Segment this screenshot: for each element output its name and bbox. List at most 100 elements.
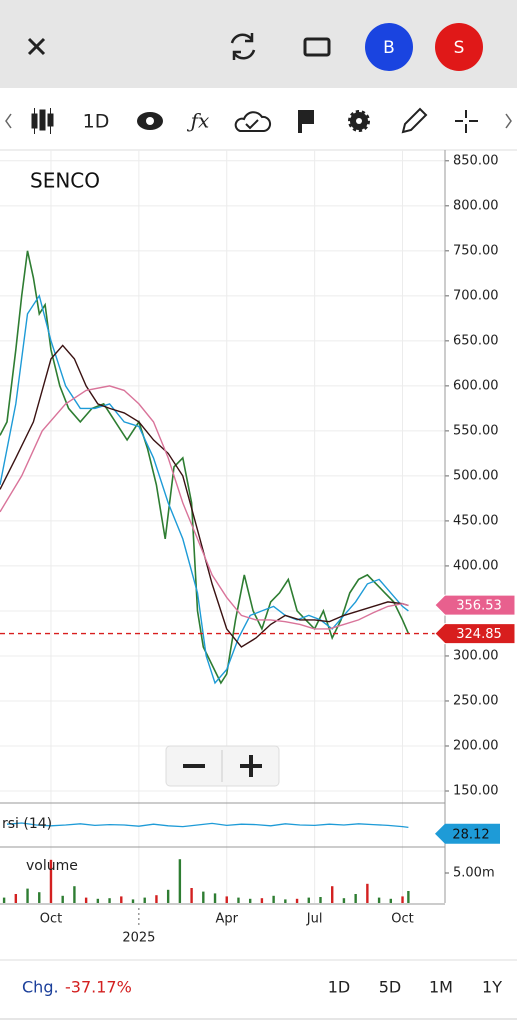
price-tag bbox=[434, 623, 516, 645]
x-tick-label: Apr bbox=[215, 912, 238, 927]
volume-label: volume bbox=[26, 858, 78, 874]
x-tick-label: Oct bbox=[391, 912, 413, 927]
s-label: S bbox=[454, 38, 465, 58]
x-tick-label: Jul bbox=[306, 912, 323, 927]
close-icon[interactable] bbox=[27, 37, 46, 56]
y-tick-label: 450.00 bbox=[453, 513, 499, 528]
volume-bar bbox=[108, 898, 111, 903]
volume-bar bbox=[120, 896, 123, 903]
volume-bar bbox=[319, 897, 322, 903]
y-tick-label: 600.00 bbox=[453, 378, 499, 393]
volume-bar bbox=[307, 897, 310, 903]
y-tick-label: 250.00 bbox=[453, 693, 499, 708]
rsi-tag bbox=[435, 823, 500, 844]
moving-average bbox=[0, 294, 409, 685]
top-bar bbox=[0, 0, 517, 88]
volume-bar bbox=[272, 895, 275, 903]
volume-bar bbox=[407, 891, 410, 903]
y-tick-label: 400.00 bbox=[453, 558, 499, 573]
volume-bar bbox=[73, 886, 76, 903]
volume-bar bbox=[155, 895, 158, 903]
volume-bar bbox=[213, 893, 217, 903]
volume-bar bbox=[96, 898, 100, 903]
volume-bar bbox=[225, 896, 228, 903]
y-tick-label: 550.00 bbox=[453, 423, 499, 438]
volume-bar bbox=[295, 898, 299, 903]
fx-icon[interactable]: ƒx bbox=[187, 109, 210, 133]
zoom-in[interactable] bbox=[240, 755, 262, 777]
volume-bar bbox=[49, 859, 53, 903]
volume-bar bbox=[377, 897, 381, 903]
volume-bar bbox=[190, 888, 193, 903]
volume-bar bbox=[389, 898, 393, 903]
scroll-right[interactable] bbox=[505, 113, 512, 129]
eye-icon[interactable] bbox=[137, 112, 163, 130]
volume-bar bbox=[248, 898, 252, 903]
volume-bar bbox=[131, 899, 135, 903]
volume-bar bbox=[260, 898, 264, 903]
volume-bar bbox=[202, 891, 205, 903]
volume-bar bbox=[84, 897, 88, 903]
price-tag-label: 324.85 bbox=[456, 627, 502, 642]
volume-bar bbox=[38, 892, 41, 903]
volume-tick-label: 5.00m bbox=[453, 866, 495, 881]
settings-icon[interactable] bbox=[348, 110, 370, 132]
rsi-tag-label: 28.12 bbox=[452, 827, 489, 842]
volume-bar bbox=[331, 886, 334, 903]
zoom-control bbox=[165, 745, 280, 787]
range-button[interactable]: 1D bbox=[328, 978, 351, 997]
volume-bar bbox=[366, 883, 369, 903]
y-tick-label: 300.00 bbox=[453, 648, 499, 663]
y-tick-label: 650.00 bbox=[453, 333, 499, 348]
price-tag bbox=[434, 594, 516, 616]
volume-bar bbox=[401, 896, 404, 903]
volume-bar bbox=[284, 899, 287, 903]
y-tick-label: 750.00 bbox=[453, 243, 499, 258]
pencil-icon[interactable] bbox=[401, 107, 428, 134]
window-icon[interactable] bbox=[303, 37, 331, 57]
volume-bar bbox=[354, 894, 357, 903]
y-tick-label: 500.00 bbox=[453, 468, 499, 483]
zoom-out[interactable] bbox=[183, 764, 205, 768]
range-button[interactable]: 1Y bbox=[482, 978, 502, 997]
price-tag-label: 356.53 bbox=[456, 599, 502, 614]
price-line bbox=[0, 250, 410, 685]
volume-bar bbox=[166, 889, 170, 903]
s-button[interactable] bbox=[435, 23, 483, 71]
range-button[interactable]: 5D bbox=[379, 978, 402, 997]
y-tick-label: 150.00 bbox=[453, 783, 499, 798]
interval-button[interactable]: 1D bbox=[83, 111, 110, 133]
change-label: Chg. bbox=[22, 978, 59, 997]
volume-bar bbox=[61, 895, 64, 903]
volume-bar bbox=[143, 897, 146, 903]
rsi-label: rsi (14) bbox=[2, 816, 52, 832]
b-button[interactable] bbox=[365, 23, 413, 71]
y-tick-label: 850.00 bbox=[453, 153, 499, 168]
rsi-line bbox=[6, 822, 409, 829]
chart-title: SENCO bbox=[30, 169, 100, 193]
b-label: B bbox=[383, 38, 395, 58]
volume-bar bbox=[178, 859, 182, 903]
y-tick-label: 700.00 bbox=[453, 288, 499, 303]
volume-bar bbox=[237, 897, 240, 903]
change-value: -37.17% bbox=[65, 978, 132, 997]
volume-bar bbox=[14, 894, 18, 903]
chart: Oct 2025 Apr Jul Oct 850.00 800.00 750.00 700.00… bbox=[0, 150, 516, 946]
volume-bar bbox=[26, 888, 29, 903]
candles-icon[interactable] bbox=[31, 108, 54, 134]
flag-icon[interactable] bbox=[298, 110, 314, 133]
y-tick-label: 200.00 bbox=[453, 738, 499, 753]
x-tick-label: Oct bbox=[40, 912, 62, 927]
crosshair-icon[interactable] bbox=[455, 110, 478, 133]
volume-bar bbox=[2, 897, 6, 903]
refresh-icon[interactable] bbox=[230, 33, 256, 60]
moving-average bbox=[0, 385, 409, 630]
cloud-icon[interactable] bbox=[234, 111, 272, 132]
x-tick-label: 2025 bbox=[122, 931, 155, 946]
volume-bar bbox=[342, 898, 346, 903]
range-button[interactable]: 1M bbox=[429, 978, 453, 997]
scroll-left[interactable] bbox=[5, 113, 12, 129]
y-tick-label: 800.00 bbox=[453, 198, 499, 213]
